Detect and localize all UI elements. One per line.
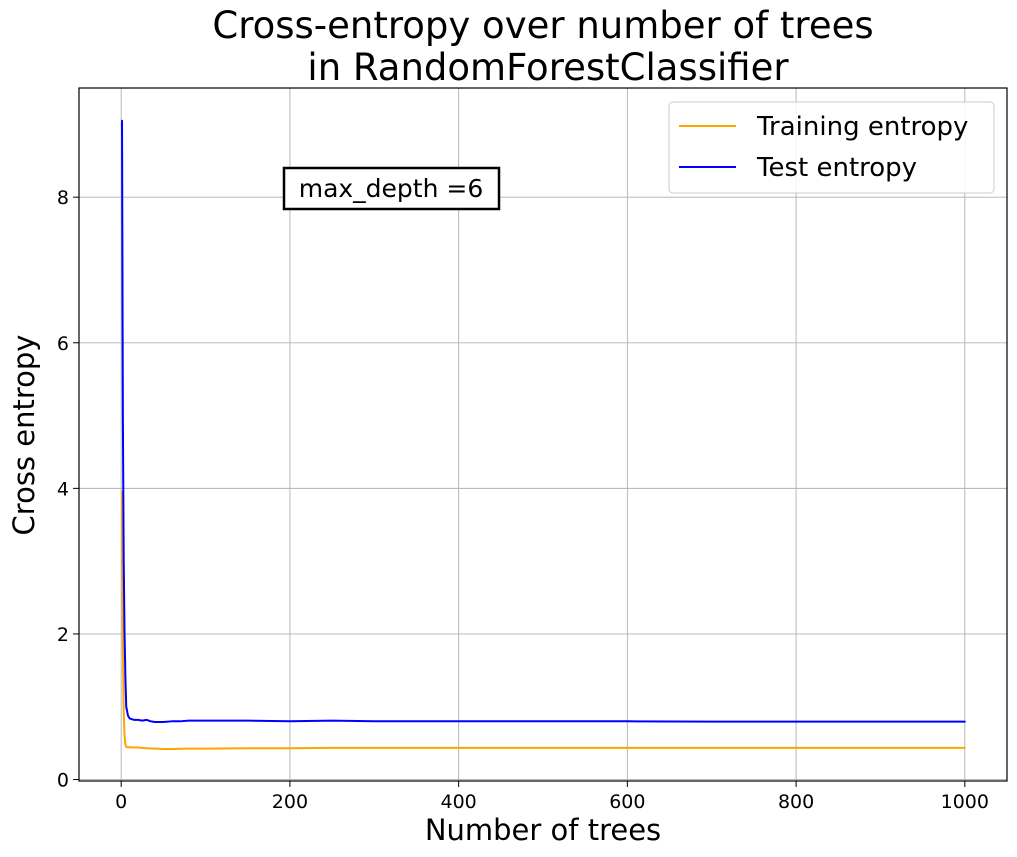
legend-label-test: Test entropy xyxy=(756,153,917,183)
annotation-text: max_depth =6 xyxy=(299,174,484,203)
legend: Training entropy Test entropy xyxy=(668,101,995,194)
x-axis-ticks: 0 200 400 600 800 1000 xyxy=(115,781,989,813)
plot-frame xyxy=(78,87,1008,782)
annotation-box: max_depth =6 xyxy=(282,166,501,211)
legend-label-training: Training entropy xyxy=(756,112,968,142)
y-tick-label: 4 xyxy=(57,478,69,500)
x-tick-label: 0 xyxy=(115,791,127,813)
y-tick-label: 8 xyxy=(57,187,69,209)
x-tick-label: 400 xyxy=(441,791,477,813)
series-line-test xyxy=(121,119,966,724)
chart-title-line-2: in RandomForestClassifier xyxy=(307,46,789,89)
x-tick-label: 200 xyxy=(272,791,308,813)
y-tick-label: 6 xyxy=(57,333,69,355)
y-axis-ticks: 0 2 4 6 8 xyxy=(57,187,79,792)
series-line-training xyxy=(121,491,966,750)
x-axis-label: Number of trees xyxy=(425,813,661,847)
series-group xyxy=(121,119,966,750)
y-tick-label: 2 xyxy=(57,624,69,646)
x-tick-label: 800 xyxy=(778,791,814,813)
x-tick-label: 600 xyxy=(609,791,645,813)
y-axis-label: Cross entropy xyxy=(7,335,41,536)
y-tick-label: 0 xyxy=(57,770,69,792)
chart-title-line-1: Cross-entropy over number of trees xyxy=(212,4,873,47)
x-tick-label: 1000 xyxy=(941,791,989,813)
